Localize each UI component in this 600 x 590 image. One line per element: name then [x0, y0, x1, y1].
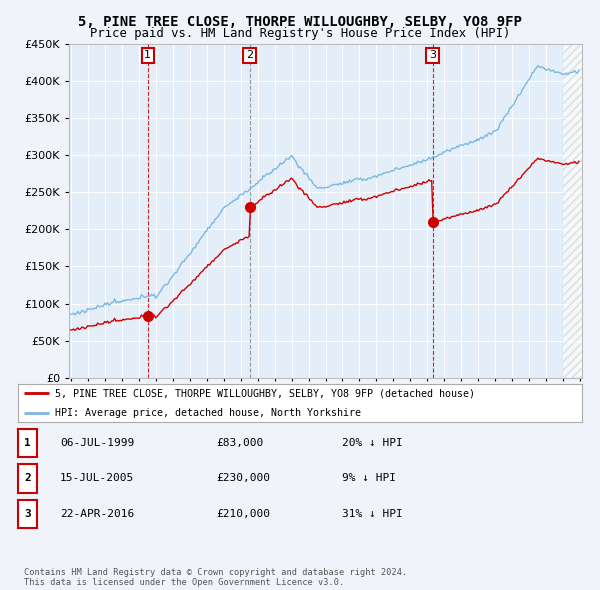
Text: 2: 2 — [246, 50, 253, 60]
Text: HPI: Average price, detached house, North Yorkshire: HPI: Average price, detached house, Nort… — [55, 408, 361, 418]
Text: Contains HM Land Registry data © Crown copyright and database right 2024.
This d: Contains HM Land Registry data © Crown c… — [24, 568, 407, 587]
Text: 5, PINE TREE CLOSE, THORPE WILLOUGHBY, SELBY, YO8 9FP (detached house): 5, PINE TREE CLOSE, THORPE WILLOUGHBY, S… — [55, 388, 475, 398]
Text: 9% ↓ HPI: 9% ↓ HPI — [342, 474, 396, 483]
Text: 1: 1 — [145, 50, 151, 60]
Text: £230,000: £230,000 — [216, 474, 270, 483]
Text: 20% ↓ HPI: 20% ↓ HPI — [342, 438, 403, 448]
Text: £210,000: £210,000 — [216, 509, 270, 519]
Text: 06-JUL-1999: 06-JUL-1999 — [60, 438, 134, 448]
Text: 5, PINE TREE CLOSE, THORPE WILLOUGHBY, SELBY, YO8 9FP: 5, PINE TREE CLOSE, THORPE WILLOUGHBY, S… — [78, 15, 522, 29]
Text: 3: 3 — [429, 50, 436, 60]
Text: 22-APR-2016: 22-APR-2016 — [60, 509, 134, 519]
Text: 31% ↓ HPI: 31% ↓ HPI — [342, 509, 403, 519]
Text: 1: 1 — [24, 438, 31, 448]
Text: 15-JUL-2005: 15-JUL-2005 — [60, 474, 134, 483]
Text: Price paid vs. HM Land Registry's House Price Index (HPI): Price paid vs. HM Land Registry's House … — [90, 27, 510, 40]
Text: £83,000: £83,000 — [216, 438, 263, 448]
Text: 2: 2 — [24, 474, 31, 483]
Text: 3: 3 — [24, 509, 31, 519]
